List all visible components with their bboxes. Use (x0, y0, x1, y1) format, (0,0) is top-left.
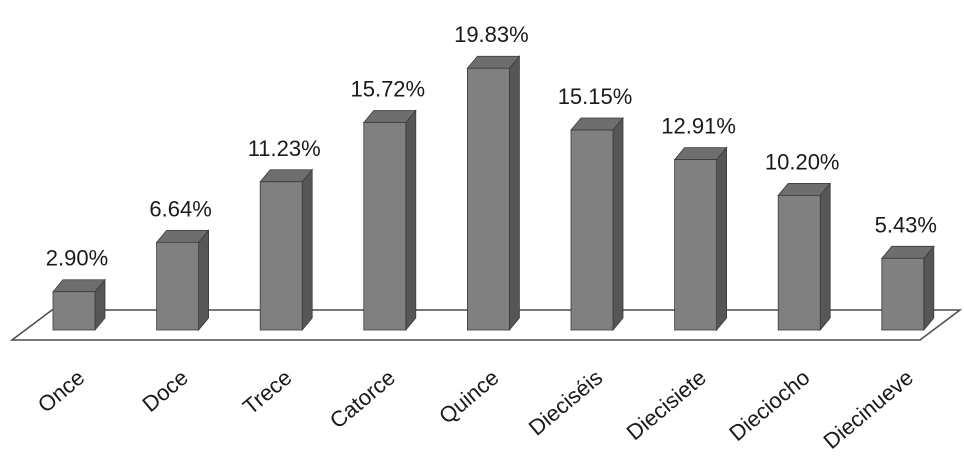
bar-side (923, 245, 935, 332)
bar-side (508, 55, 520, 332)
bar-front (363, 122, 407, 331)
data-label: 11.23% (248, 136, 321, 161)
bar-5 (466, 55, 521, 332)
category-label: Quince (434, 365, 503, 429)
bar-side (405, 109, 417, 332)
bar-side (819, 182, 831, 332)
data-label: 10.20% (765, 149, 840, 174)
bar-front (674, 159, 717, 331)
bar-4 (362, 109, 417, 332)
data-label: 15.72% (350, 76, 425, 101)
data-labels-group: 2.90% 6.64% 11.23% 15.72% 19.83% 15.15% 12.91%… (46, 22, 937, 270)
bar-side (198, 229, 210, 332)
bar-8 (777, 182, 832, 332)
category-label: Doce (137, 365, 192, 417)
bar-front (52, 291, 96, 331)
category-label: Diecinueve (819, 365, 918, 454)
bar-9 (880, 245, 935, 332)
bar-2 (155, 229, 210, 332)
category-label: Diecisiete (622, 365, 711, 445)
bar-7 (673, 146, 728, 332)
bars-group (52, 55, 935, 332)
category-label: Catorce (325, 365, 400, 434)
bar-front (570, 129, 614, 331)
category-label: Dieciséis (524, 365, 608, 441)
category-label: Once (33, 365, 89, 418)
bar-side (716, 146, 727, 332)
data-label: 6.64% (149, 196, 211, 221)
bar-front (881, 257, 925, 331)
category-label: Trece (238, 365, 297, 420)
bar-6 (570, 116, 624, 332)
bar-front (466, 67, 510, 331)
data-label: 5.43% (875, 212, 937, 237)
data-label: 15.15% (558, 84, 633, 109)
bar-side (301, 168, 313, 332)
data-label: 12.91% (661, 114, 736, 139)
data-label: 2.90% (46, 246, 108, 271)
bar-front (259, 181, 303, 331)
bar-side (612, 116, 624, 332)
bar-1 (52, 278, 106, 332)
category-labels-group: Once Doce Trece Catorce Quince Dieciséis Dieci… (33, 365, 918, 454)
bar-front (156, 241, 200, 331)
category-label: Dieciocho (724, 365, 814, 446)
bar-3 (259, 168, 314, 332)
data-label: 19.83% (454, 22, 529, 47)
bar-front (777, 194, 821, 331)
